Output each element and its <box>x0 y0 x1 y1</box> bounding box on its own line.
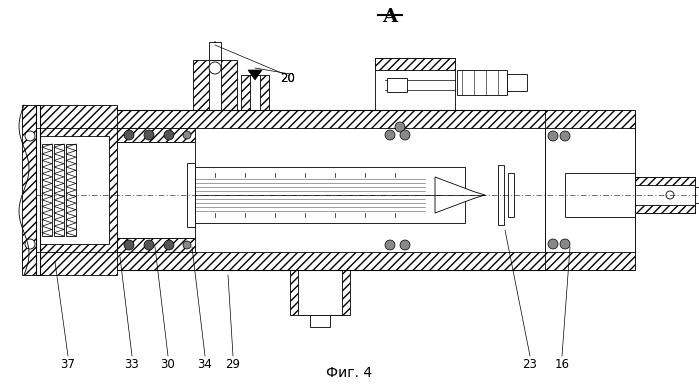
Bar <box>635 205 695 213</box>
Text: Фиг. 4: Фиг. 4 <box>326 366 372 380</box>
Circle shape <box>548 239 558 249</box>
Circle shape <box>385 130 395 140</box>
Circle shape <box>25 131 35 141</box>
Bar <box>545 128 635 252</box>
Circle shape <box>548 131 558 141</box>
Bar <box>310 315 330 327</box>
Bar <box>508 173 514 217</box>
Circle shape <box>164 130 174 140</box>
Text: 37: 37 <box>61 358 75 371</box>
Bar <box>117 128 195 142</box>
Text: 29: 29 <box>226 358 240 371</box>
Circle shape <box>209 62 221 74</box>
Circle shape <box>395 122 405 132</box>
Text: A: A <box>382 8 398 26</box>
Bar <box>22 110 635 128</box>
Bar <box>117 142 195 238</box>
Circle shape <box>666 191 674 199</box>
Polygon shape <box>248 70 262 80</box>
Circle shape <box>124 240 134 250</box>
Circle shape <box>400 130 410 140</box>
Polygon shape <box>435 177 485 213</box>
Text: 34: 34 <box>198 358 212 371</box>
Circle shape <box>183 241 191 249</box>
Bar <box>66 144 76 236</box>
Circle shape <box>144 130 154 140</box>
Bar <box>187 163 195 227</box>
Bar <box>42 144 52 236</box>
Bar <box>695 187 699 203</box>
Bar <box>36 105 40 275</box>
Circle shape <box>124 130 134 140</box>
Text: 33: 33 <box>124 358 139 371</box>
Bar <box>387 78 407 92</box>
Text: 20: 20 <box>280 72 296 85</box>
Bar <box>193 60 237 110</box>
Text: 30: 30 <box>161 358 175 371</box>
Circle shape <box>144 240 154 250</box>
Circle shape <box>164 240 174 250</box>
Bar <box>375 58 455 110</box>
Bar <box>565 173 635 217</box>
Bar <box>250 75 260 110</box>
Circle shape <box>183 131 191 139</box>
Text: 16: 16 <box>554 358 570 371</box>
Circle shape <box>560 239 570 249</box>
Bar <box>635 177 695 185</box>
Text: 23: 23 <box>523 358 538 371</box>
Circle shape <box>400 240 410 250</box>
Bar <box>375 58 455 70</box>
Bar <box>457 70 507 95</box>
Bar <box>209 60 221 110</box>
Circle shape <box>25 239 35 249</box>
Bar <box>54 144 64 236</box>
Circle shape <box>560 131 570 141</box>
Bar <box>195 167 465 223</box>
Bar <box>507 74 527 91</box>
Bar <box>498 165 504 225</box>
Bar <box>117 238 195 252</box>
Bar <box>40 136 109 244</box>
Bar <box>290 270 350 315</box>
Bar <box>545 110 635 270</box>
Bar <box>635 177 695 213</box>
Bar <box>241 75 269 110</box>
Bar <box>22 105 117 275</box>
Bar <box>209 42 221 60</box>
Circle shape <box>385 240 395 250</box>
Bar <box>298 270 342 315</box>
Bar <box>22 252 635 270</box>
Text: 20: 20 <box>280 72 296 85</box>
